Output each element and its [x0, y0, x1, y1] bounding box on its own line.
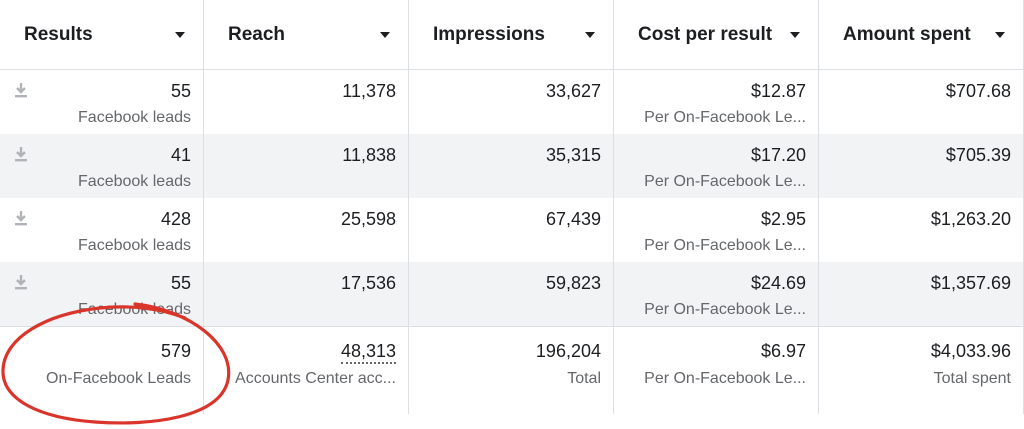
table-row: 428 Facebook leads 25,598 67,439 $2.95 P…	[0, 198, 1024, 262]
column-header-label: Reach	[228, 23, 286, 45]
cost-per-result-type: Per On-Facebook Le...	[644, 301, 806, 318]
results-total-type: On-Facebook Leads	[46, 370, 191, 387]
impressions-cell: 33,627	[409, 70, 614, 134]
column-header-label: Results	[24, 23, 93, 45]
impressions-value: 35,315	[545, 145, 601, 165]
cost-per-result-value: $2.95	[760, 209, 806, 229]
results-value: 55	[170, 81, 191, 101]
column-header-amount-spent[interactable]: Amount spent	[819, 0, 1024, 70]
results-value: 428	[160, 209, 191, 229]
column-header-label: Impressions	[433, 23, 545, 45]
reach-cell: 25,598	[204, 198, 409, 262]
reach-cell: 17,536	[204, 262, 409, 326]
reach-cell: 11,378	[204, 70, 409, 134]
column-header-label: Cost per result	[638, 23, 773, 45]
results-cell: 55 Facebook leads	[0, 262, 204, 326]
caret-down-icon[interactable]	[995, 31, 1005, 38]
impressions-value: 59,823	[545, 273, 601, 293]
results-cell: 55 Facebook leads	[0, 70, 204, 134]
results-total-cell: 579 On-Facebook Leads	[0, 326, 204, 414]
amount-spent-cell: $1,263.20	[819, 198, 1024, 262]
results-value: 55	[170, 273, 191, 293]
amount-spent-value: $1,263.20	[930, 209, 1011, 229]
download-icon[interactable]	[14, 82, 28, 98]
cost-per-result-total-cell: $6.97 Per On-Facebook Le...	[614, 326, 819, 414]
cost-per-result-cell: $2.95 Per On-Facebook Le...	[614, 198, 819, 262]
column-header-impressions[interactable]: Impressions	[409, 0, 614, 70]
amount-spent-total-cell: $4,033.96 Total spent	[819, 326, 1024, 414]
results-type: Facebook leads	[78, 301, 191, 318]
results-type: Facebook leads	[78, 173, 191, 190]
results-type: Facebook leads	[78, 237, 191, 254]
reach-total-type: Accounts Center acc...	[235, 370, 396, 387]
caret-down-icon[interactable]	[790, 31, 800, 38]
cost-per-result-cell: $24.69 Per On-Facebook Le...	[614, 262, 819, 326]
column-header-cost-per-result[interactable]: Cost per result	[614, 0, 819, 70]
table-row: 55 Facebook leads 11,378 33,627 $12.87 P…	[0, 70, 1024, 134]
results-cell: 41 Facebook leads	[0, 134, 204, 198]
amount-spent-cell: $705.39	[819, 134, 1024, 198]
reach-total-cell: 48,313 Accounts Center acc...	[204, 326, 409, 414]
impressions-value: 33,627	[545, 81, 601, 101]
results-value: 41	[170, 145, 191, 165]
cost-per-result-type: Per On-Facebook Le...	[644, 109, 806, 126]
caret-down-icon[interactable]	[585, 31, 595, 38]
impressions-value: 67,439	[545, 209, 601, 229]
impressions-total-value: 196,204	[535, 341, 601, 361]
cost-per-result-value: $17.20	[750, 145, 806, 165]
impressions-cell: 67,439	[409, 198, 614, 262]
amount-spent-value: $1,357.69	[930, 273, 1011, 293]
column-header-label: Amount spent	[843, 23, 971, 45]
cost-per-result-type: Per On-Facebook Le...	[644, 173, 806, 190]
cost-per-result-cell: $17.20 Per On-Facebook Le...	[614, 134, 819, 198]
reach-value: 17,536	[340, 273, 396, 293]
reach-value: 25,598	[340, 209, 396, 229]
cost-per-result-type: Per On-Facebook Le...	[644, 237, 806, 254]
cost-per-result-cell: $12.87 Per On-Facebook Le...	[614, 70, 819, 134]
results-cell: 428 Facebook leads	[0, 198, 204, 262]
results-type: Facebook leads	[78, 109, 191, 126]
column-header-reach[interactable]: Reach	[204, 0, 409, 70]
totals-row: 579 On-Facebook Leads 48,313 Accounts Ce…	[0, 326, 1024, 414]
reach-cell: 11,838	[204, 134, 409, 198]
reach-value: 11,378	[342, 81, 396, 101]
cost-per-result-value: $12.87	[750, 81, 806, 101]
impressions-total-cell: 196,204 Total	[409, 326, 614, 414]
impressions-total-type: Total	[567, 370, 601, 387]
download-icon[interactable]	[14, 146, 28, 162]
table-row: 41 Facebook leads 11,838 35,315 $17.20 P…	[0, 134, 1024, 198]
reach-value: 11,838	[342, 145, 396, 165]
table-header: Results Reach Impressions Cost per resul…	[0, 0, 1024, 70]
cost-per-result-total-value: $6.97	[760, 341, 806, 361]
impressions-cell: 35,315	[409, 134, 614, 198]
table-row: 55 Facebook leads 17,536 59,823 $24.69 P…	[0, 262, 1024, 326]
caret-down-icon[interactable]	[175, 31, 185, 38]
impressions-cell: 59,823	[409, 262, 614, 326]
download-icon[interactable]	[14, 274, 28, 290]
amount-spent-value: $707.68	[945, 81, 1011, 101]
reach-total-value[interactable]: 48,313	[340, 341, 396, 364]
caret-down-icon[interactable]	[380, 31, 390, 38]
column-header-results[interactable]: Results	[0, 0, 204, 70]
amount-spent-cell: $707.68	[819, 70, 1024, 134]
amount-spent-value: $705.39	[945, 145, 1011, 165]
cost-per-result-value: $24.69	[750, 273, 806, 293]
amount-spent-total-type: Total spent	[933, 370, 1011, 387]
amount-spent-cell: $1,357.69	[819, 262, 1024, 326]
download-icon[interactable]	[14, 210, 28, 226]
results-total-value: 579	[160, 341, 191, 361]
amount-spent-total-value: $4,033.96	[930, 341, 1011, 361]
cost-per-result-total-type: Per On-Facebook Le...	[644, 370, 806, 387]
